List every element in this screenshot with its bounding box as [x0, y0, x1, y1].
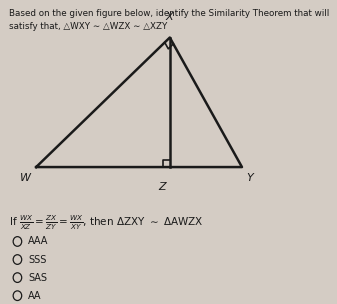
- Text: Z: Z: [158, 182, 165, 192]
- Text: AA: AA: [28, 291, 42, 301]
- Text: Based on the given figure below, identify the Similarity Theorem that will: Based on the given figure below, identif…: [9, 9, 330, 18]
- Text: satisfy that, △WXY ∼ △WZX ∼ △XZY: satisfy that, △WXY ∼ △WZX ∼ △XZY: [9, 22, 168, 32]
- Text: SAS: SAS: [28, 273, 47, 283]
- Text: SSS: SSS: [28, 254, 47, 264]
- Text: AAA: AAA: [28, 237, 49, 247]
- Text: W: W: [20, 173, 31, 183]
- Text: Y: Y: [247, 173, 253, 183]
- Text: If $\frac{WX}{XZ} = \frac{ZX}{ZY} = \frac{WX}{XY}$, then $\Delta$ZXY $\sim$ $\De: If $\frac{WX}{XZ} = \frac{ZX}{ZY} = \fra…: [9, 214, 204, 232]
- Text: X: X: [166, 12, 174, 22]
